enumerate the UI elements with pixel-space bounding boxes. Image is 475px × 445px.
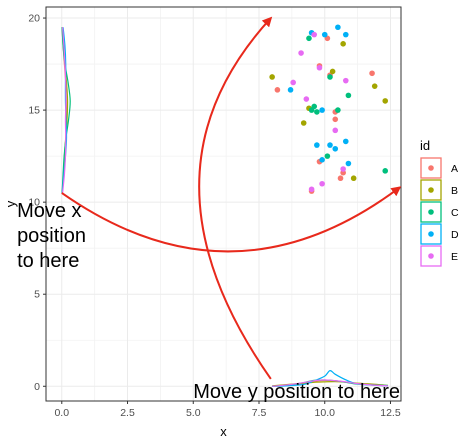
plot-panel bbox=[46, 7, 401, 401]
point-E bbox=[303, 96, 310, 102]
legend-dot-D bbox=[428, 231, 434, 237]
legend-label-D: D bbox=[451, 229, 459, 241]
legend-label-E: E bbox=[451, 251, 458, 263]
y-axis-ticks: 0 5 10 15 20 bbox=[28, 13, 46, 393]
point-B bbox=[371, 83, 378, 89]
point-C bbox=[324, 153, 331, 159]
annotation-line: Move y position to here bbox=[193, 381, 400, 403]
x-tick-label: 2.5 bbox=[120, 407, 135, 419]
annotation-line: Move x bbox=[17, 200, 81, 222]
legend-dot-A bbox=[428, 165, 434, 171]
x-tick-label: 0.0 bbox=[54, 407, 69, 419]
point-D bbox=[314, 142, 320, 148]
point-E bbox=[340, 166, 346, 172]
point-B bbox=[350, 175, 357, 182]
y-tick-label: 20 bbox=[28, 13, 40, 25]
legend-title: id bbox=[420, 138, 430, 153]
legend-label-C: C bbox=[451, 207, 459, 219]
plot-panel-border bbox=[45, 6, 402, 402]
y-tick-label: 5 bbox=[34, 289, 40, 301]
point-E bbox=[308, 186, 315, 193]
point-C bbox=[314, 109, 320, 115]
annotation-text-1: Move x position to here bbox=[17, 200, 86, 272]
point-D bbox=[332, 145, 339, 152]
y-tick-label: 10 bbox=[28, 197, 40, 209]
point-C bbox=[327, 74, 333, 80]
x-axis-ticks: 0.0 2.5 5.0 7.5 10.0 12.5 bbox=[54, 401, 401, 419]
annotation-arrow-2 bbox=[198, 16, 273, 380]
legend-label-B: B bbox=[451, 185, 458, 197]
annotation-arrows bbox=[61, 16, 402, 380]
legend-dot-E bbox=[428, 253, 434, 259]
point-D bbox=[319, 107, 325, 113]
y-density-E bbox=[61, 27, 67, 194]
point-A bbox=[274, 87, 281, 93]
point-D bbox=[345, 160, 352, 167]
legend-dot-B bbox=[428, 187, 434, 193]
point-E bbox=[332, 127, 339, 134]
point-E bbox=[316, 64, 323, 71]
point-B bbox=[340, 41, 346, 47]
scatter-points bbox=[269, 24, 389, 194]
annotation-text-2: Move y position to here bbox=[193, 381, 400, 403]
legend-label-A: A bbox=[451, 163, 458, 175]
legend-dot-C bbox=[428, 209, 434, 215]
point-A bbox=[337, 175, 344, 182]
y-tick-label: 15 bbox=[28, 105, 40, 117]
point-C bbox=[306, 35, 312, 42]
x-tick-label: 7.5 bbox=[252, 407, 267, 419]
point-B bbox=[382, 98, 389, 104]
x-tick-label: 12.5 bbox=[380, 407, 401, 419]
marginal-densities bbox=[61, 27, 388, 387]
point-C bbox=[335, 107, 341, 113]
point-D bbox=[327, 142, 333, 148]
point-D bbox=[287, 87, 294, 93]
point-E bbox=[298, 50, 304, 56]
annotation-arrow-1 bbox=[61, 186, 402, 253]
point-A bbox=[369, 70, 375, 77]
point-D bbox=[335, 24, 341, 31]
x-tick-label: 5.0 bbox=[186, 407, 201, 419]
point-C bbox=[382, 168, 389, 174]
point-D bbox=[319, 157, 325, 163]
point-D bbox=[342, 31, 349, 38]
point-C bbox=[345, 92, 352, 99]
point-B bbox=[269, 74, 275, 80]
point-E bbox=[290, 79, 296, 86]
x-tick-label: 10.0 bbox=[315, 407, 336, 419]
point-A bbox=[332, 116, 339, 123]
y-tick-label: 0 bbox=[34, 381, 40, 393]
point-E bbox=[311, 31, 318, 38]
y-axis-title: y bbox=[3, 200, 18, 207]
point-E bbox=[319, 180, 325, 187]
x-axis-title: x bbox=[220, 424, 227, 439]
grid-minor bbox=[46, 7, 401, 401]
point-D bbox=[321, 31, 328, 38]
annotations: Move x position to here Move y position to … bbox=[17, 200, 400, 403]
point-D bbox=[342, 138, 349, 145]
annotation-line: position bbox=[17, 225, 86, 247]
point-E bbox=[342, 77, 349, 84]
x-density-E bbox=[272, 379, 388, 387]
point-C bbox=[311, 103, 318, 110]
annotation-line: to here bbox=[17, 250, 79, 272]
point-B bbox=[329, 68, 336, 75]
point-B bbox=[300, 120, 307, 126]
